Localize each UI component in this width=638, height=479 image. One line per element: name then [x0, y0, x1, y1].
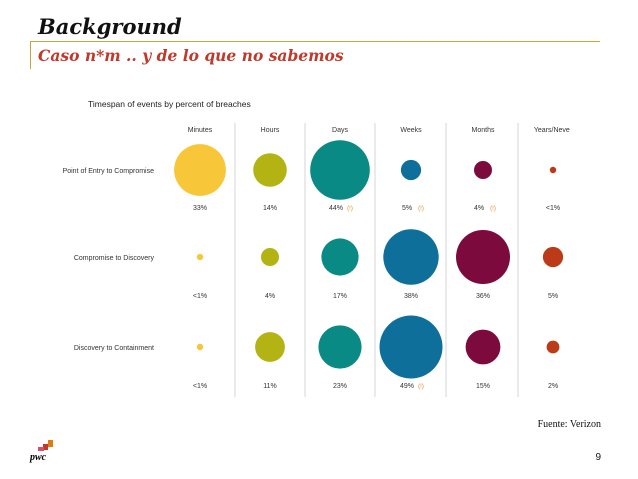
- flag-marker: (!): [418, 384, 424, 390]
- row-label-point-of-entry-to-compromise: Point of Entry to Compromise: [63, 168, 155, 175]
- data-label: 44%: [329, 205, 343, 212]
- bubble-discovery-to-containment-years-never: [546, 340, 560, 354]
- bubble-discovery-to-containment-hours: [255, 332, 285, 362]
- data-label: 49%: [400, 383, 414, 390]
- bubble-compromise-to-discovery-hours: [261, 248, 279, 266]
- row-label-discovery-to-containment: Discovery to Containment: [74, 345, 154, 352]
- data-label: 36%: [476, 293, 490, 300]
- source-note: Fuente: Verizon: [537, 419, 601, 430]
- column-header-weeks: Weeks: [400, 127, 422, 134]
- data-label: 17%: [333, 293, 347, 300]
- data-label: <1%: [546, 205, 560, 212]
- bubble-compromise-to-discovery-months: [456, 230, 510, 284]
- data-label: 38%: [404, 293, 418, 300]
- data-label: 4%: [265, 293, 275, 300]
- data-label: <1%: [193, 293, 207, 300]
- page-number: 9: [595, 452, 601, 463]
- flag-marker: (!): [490, 206, 496, 212]
- logo-block-orange: [48, 440, 53, 447]
- column-header-years-never: Years/Never: [534, 127, 570, 134]
- title-divider: [30, 41, 600, 42]
- logo-block-red: [43, 444, 48, 450]
- bubble-point-of-entry-to-compromise-hours: [253, 153, 287, 187]
- row-label-compromise-to-discovery: Compromise to Discovery: [74, 255, 155, 262]
- bubble-point-of-entry-to-compromise-minutes: [174, 144, 226, 196]
- bubble-point-of-entry-to-compromise-days: [310, 140, 370, 200]
- bubble-point-of-entry-to-compromise-weeks: [400, 159, 422, 181]
- data-label: 5%: [548, 293, 558, 300]
- data-label: 2%: [548, 383, 558, 390]
- column-header-minutes: Minutes: [188, 127, 213, 134]
- bubble-discovery-to-containment-minutes: [196, 343, 204, 351]
- bubble-chart: Timespan of events by percent of breache…: [63, 99, 573, 397]
- slide-subtitle: Caso n*m .. y de lo que no sabemos: [38, 46, 344, 65]
- data-label: 23%: [333, 383, 347, 390]
- bubble-compromise-to-discovery-years-never: [542, 246, 564, 268]
- logo-block-rose: [38, 447, 44, 451]
- column-header-days: Days: [332, 127, 348, 134]
- flag-marker: (!): [418, 206, 424, 212]
- column-header-months: Months: [472, 127, 495, 134]
- data-label: <1%: [193, 383, 207, 390]
- bubble-point-of-entry-to-compromise-months: [474, 161, 492, 179]
- bubble-discovery-to-containment-weeks: [379, 315, 443, 379]
- bubble-discovery-to-containment-months: [465, 329, 501, 365]
- data-label: 15%: [476, 383, 490, 390]
- slide-title: Background: [38, 14, 182, 39]
- chart-panel: Timespan of events by percent of breache…: [42, 97, 573, 400]
- flag-marker: (!): [347, 206, 353, 212]
- data-label: 4%: [474, 205, 484, 212]
- pwc-logo-text: pwc: [30, 452, 47, 463]
- bubble-compromise-to-discovery-weeks: [383, 229, 439, 285]
- bubble-discovery-to-containment-days: [318, 325, 362, 369]
- bubble-compromise-to-discovery-minutes: [196, 253, 204, 261]
- pwc-logo: pwc: [30, 440, 60, 466]
- title-divider-vertical: [30, 41, 31, 69]
- pwc-logo-mark-icon: [38, 440, 53, 451]
- data-label: 33%: [193, 205, 207, 212]
- chart-title: Timespan of events by percent of breache…: [88, 99, 251, 109]
- bubble-compromise-to-discovery-days: [321, 238, 359, 276]
- column-header-hours: Hours: [261, 127, 280, 134]
- data-label: 11%: [263, 383, 277, 390]
- data-label: 14%: [263, 205, 277, 212]
- data-label: 5%: [402, 205, 412, 212]
- bubble-point-of-entry-to-compromise-years-never: [549, 166, 557, 174]
